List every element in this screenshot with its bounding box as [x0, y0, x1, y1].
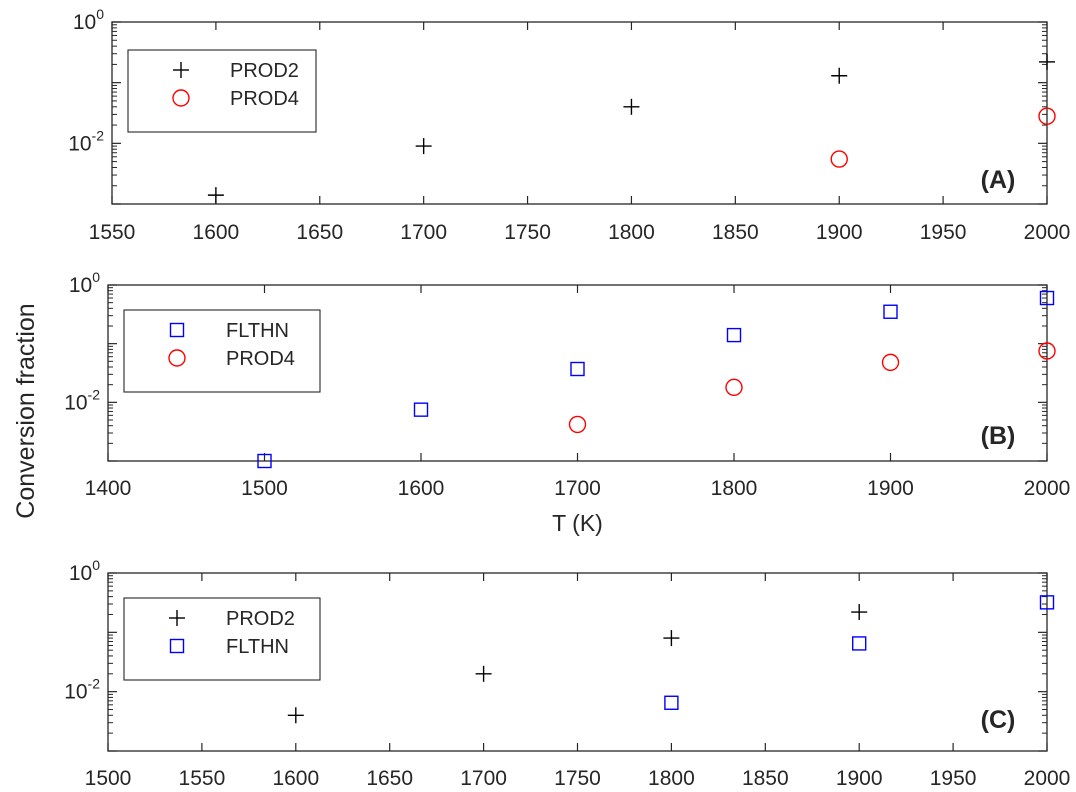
- y-tick-label: 100: [73, 6, 104, 34]
- x-tick-label: 2000: [1024, 767, 1071, 787]
- data-point-prod4: [881, 353, 900, 372]
- legend-marker-prod2: [173, 62, 189, 78]
- data-point-prod4: [1038, 342, 1056, 360]
- legend-label: PROD4: [226, 348, 295, 370]
- data-point-prod2: [415, 138, 432, 155]
- data-point-flthn: [257, 453, 272, 469]
- legend-marker-flthn: [169, 322, 185, 338]
- x-tick-label: 1500: [241, 477, 288, 500]
- legend-box: [127, 49, 317, 133]
- data-point-flthn: [852, 636, 867, 651]
- data-point-prod2: [1039, 53, 1055, 70]
- data-point-prod2: [623, 98, 640, 115]
- legend-label: PROD2: [226, 608, 295, 630]
- x-tick-label: 1950: [920, 221, 967, 244]
- x-tick-label: 1650: [296, 221, 343, 244]
- legend-marker-flthn: [169, 638, 185, 654]
- y-tick-label: 100: [69, 557, 100, 585]
- chart-panel-3: 1500 1550 1600 1650 1700 1750 1800 1850 1900 1950…: [64, 557, 1071, 790]
- data-point-prod2: [663, 630, 680, 647]
- y-tick-label: 10-2: [68, 127, 104, 155]
- legend: PROD2 PROD4: [127, 49, 317, 133]
- x-tick-label: 1500: [85, 767, 132, 787]
- x-tick-label: 2000: [1024, 221, 1071, 244]
- x-tick-label: 1800: [648, 767, 695, 787]
- x-tick-label: 1700: [460, 767, 507, 787]
- data-point-flthn: [883, 304, 898, 319]
- y-tick-label: 100: [69, 269, 100, 297]
- plot-area: [111, 21, 1048, 205]
- data-point-prod4: [725, 378, 743, 397]
- legend-box: [123, 309, 321, 393]
- x-tick-label: 1600: [272, 767, 319, 787]
- y-tick-label: 10-2: [64, 386, 100, 414]
- panel-label: (C): [981, 706, 1016, 734]
- legend-label: FLTHN: [226, 320, 289, 342]
- x-tick-label: 1650: [366, 767, 413, 787]
- data-point-prod4: [568, 415, 587, 434]
- x-tick-label: 1600: [398, 477, 445, 500]
- x-tick-label: 1900: [836, 767, 883, 787]
- data-point-flthn: [413, 402, 429, 417]
- x-tick-label: 1700: [554, 477, 601, 500]
- data-point-prod2: [831, 67, 848, 84]
- x-tick-label: 1950: [930, 767, 977, 787]
- legend-marker-prod4: [172, 89, 190, 107]
- x-tick-label: 1750: [504, 221, 551, 244]
- legend: PROD2 FLTHN: [123, 597, 321, 681]
- x-tick-label: 1750: [554, 767, 601, 787]
- x-tick-label: 2000: [1024, 477, 1071, 500]
- data-point-prod2: [287, 707, 304, 724]
- data-point-flthn: [726, 327, 742, 343]
- y-tick-label: 10-2: [64, 676, 100, 704]
- data-point-prod4: [830, 150, 848, 168]
- x-tick-label: 1900: [816, 221, 863, 244]
- legend-box: [123, 597, 321, 681]
- x-tick-label: 1800: [608, 221, 655, 244]
- panel-label: (B): [981, 422, 1016, 450]
- x-tick-label: 1850: [712, 221, 759, 244]
- legend-label: FLTHN: [226, 636, 289, 658]
- data-point-prod2: [851, 604, 868, 621]
- x-tick-label: 1400: [85, 477, 132, 500]
- data-point-flthn: [1039, 595, 1055, 610]
- legend-marker-prod2: [169, 610, 185, 626]
- chart-panels: 1550 1600 1650 1700 1750 1800 1850 1900 1950 2000…: [64, 6, 1071, 790]
- chart-panel-1: 1550 1600 1650 1700 1750 1800 1850 1900 1950 2000…: [68, 6, 1070, 244]
- y-axis-label: Conversion fraction: [12, 303, 40, 518]
- legend: FLTHN PROD4: [123, 309, 321, 393]
- x-tick-label: 1700: [400, 221, 447, 244]
- data-point-flthn: [570, 361, 585, 377]
- data-point-flthn: [1039, 290, 1055, 306]
- data-point-prod2: [207, 187, 224, 204]
- data-point-flthn: [664, 695, 679, 710]
- x-tick-label: 1550: [179, 767, 226, 787]
- x-tick-label: 1600: [193, 221, 240, 244]
- x-tick-label: 1550: [89, 221, 136, 244]
- legend-marker-prod4: [168, 349, 186, 367]
- x-axis-label: T (K): [552, 510, 603, 536]
- data-point-prod2: [475, 665, 492, 682]
- chart-panel-2: 1400 1500 1600 1700 1800 1900 2000 100 10-2 FLTHN…: [64, 269, 1070, 536]
- x-tick-label: 1900: [867, 477, 914, 500]
- legend-label: PROD4: [230, 88, 299, 110]
- panel-label: (A): [981, 166, 1016, 194]
- data-point-prod4: [1038, 107, 1056, 125]
- x-tick-label: 1800: [711, 477, 758, 500]
- legend-label: PROD2: [230, 60, 299, 82]
- x-tick-label: 1850: [742, 767, 789, 787]
